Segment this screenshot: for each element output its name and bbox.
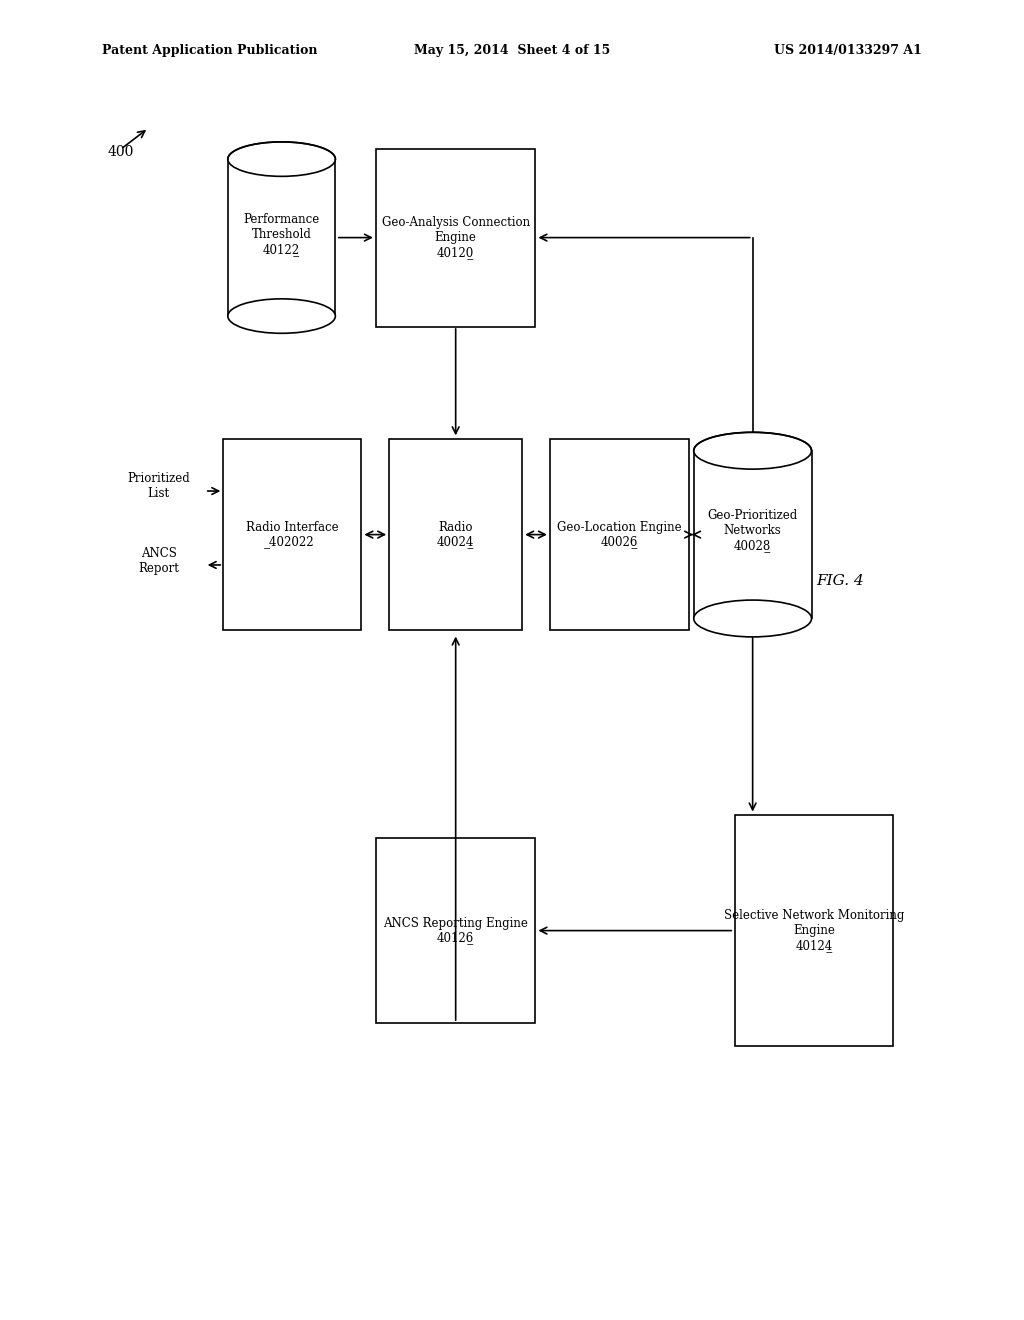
Text: May 15, 2014  Sheet 4 of 15: May 15, 2014 Sheet 4 of 15 [414, 44, 610, 57]
Text: Radio
40024̲: Radio 40024̲ [437, 520, 474, 549]
FancyBboxPatch shape [389, 438, 522, 631]
Text: 400: 400 [108, 145, 134, 158]
Text: Geo-Analysis Connection
Engine
40120̲: Geo-Analysis Connection Engine 40120̲ [382, 216, 529, 259]
FancyBboxPatch shape [735, 816, 893, 1045]
Text: ANCS
Report: ANCS Report [138, 546, 179, 576]
Text: ANCS Reporting Engine
40126̲: ANCS Reporting Engine 40126̲ [383, 916, 528, 945]
Text: Patent Application Publication: Patent Application Publication [102, 44, 317, 57]
FancyBboxPatch shape [551, 438, 688, 631]
Text: Geo-Location Engine
40026̲: Geo-Location Engine 40026̲ [557, 520, 682, 549]
Text: Geo-Prioritized
Networks
40028̲: Geo-Prioritized Networks 40028̲ [708, 510, 798, 552]
Text: Radio Interface
̲402022: Radio Interface ̲402022 [246, 520, 338, 549]
FancyBboxPatch shape [377, 838, 535, 1023]
Bar [228, 160, 336, 315]
Text: Prioritized
List: Prioritized List [127, 471, 190, 500]
Text: US 2014/0133297 A1: US 2014/0133297 A1 [774, 44, 922, 57]
Ellipse shape [228, 298, 336, 334]
Ellipse shape [694, 601, 811, 636]
Ellipse shape [694, 433, 811, 469]
Bar [694, 450, 811, 619]
FancyBboxPatch shape [222, 438, 360, 631]
Text: Selective Network Monitoring
Engine
40124̲: Selective Network Monitoring Engine 4012… [724, 909, 904, 952]
Text: Performance
Threshold
40122̲: Performance Threshold 40122̲ [244, 213, 319, 256]
FancyBboxPatch shape [377, 149, 535, 327]
Ellipse shape [228, 143, 336, 177]
Text: FIG. 4: FIG. 4 [816, 574, 863, 587]
